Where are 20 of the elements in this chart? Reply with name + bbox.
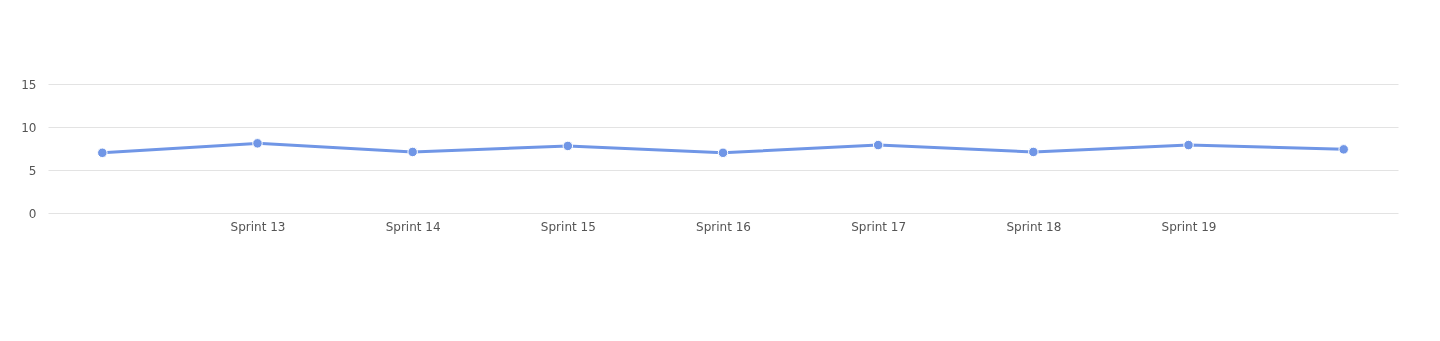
x-tick-label: Sprint 15 xyxy=(540,219,596,234)
point xyxy=(1028,146,1039,158)
point xyxy=(252,138,263,149)
x-tick-label: Sprint 19 xyxy=(1161,219,1217,234)
x-tick-label: Sprint 14 xyxy=(385,219,441,234)
point xyxy=(562,140,574,152)
point xyxy=(1183,139,1194,151)
x-tick-label: Sprint 18 xyxy=(1006,219,1062,234)
point xyxy=(872,139,884,151)
x-tick-label: Sprint 16 xyxy=(696,219,751,234)
point xyxy=(717,147,729,159)
point xyxy=(407,146,418,158)
point xyxy=(1338,144,1349,155)
x-tick-label: Sprint 17 xyxy=(851,219,907,234)
y-tick-label: 0 xyxy=(28,206,37,221)
point xyxy=(97,147,108,159)
y-tick-label: 5 xyxy=(28,163,37,178)
y-tick-label: 10 xyxy=(21,120,37,135)
y-tick-label: 15 xyxy=(21,77,37,92)
x-tick-label: Sprint 13 xyxy=(230,219,286,234)
